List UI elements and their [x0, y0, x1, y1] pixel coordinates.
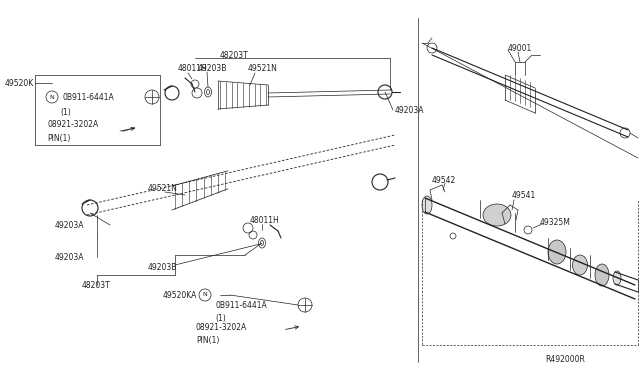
Text: N: N	[203, 292, 207, 298]
Text: 49203B: 49203B	[198, 64, 227, 73]
Text: 08921-3202A: 08921-3202A	[196, 324, 247, 333]
Text: R492000R: R492000R	[545, 356, 585, 365]
Text: 49325M: 49325M	[540, 218, 571, 227]
Text: 08921-3202A: 08921-3202A	[47, 119, 99, 128]
Text: 48203T: 48203T	[220, 51, 249, 60]
Text: (1): (1)	[60, 108, 71, 116]
Text: 49542: 49542	[432, 176, 456, 185]
Text: 48203T: 48203T	[82, 280, 111, 289]
Text: 0B911-6441A: 0B911-6441A	[62, 93, 114, 102]
Ellipse shape	[573, 255, 588, 275]
Ellipse shape	[483, 204, 511, 226]
Ellipse shape	[613, 271, 621, 285]
Ellipse shape	[595, 264, 609, 286]
Ellipse shape	[422, 196, 432, 214]
Text: PIN(1): PIN(1)	[196, 336, 220, 344]
Text: PIN(1): PIN(1)	[47, 134, 70, 142]
Text: (1): (1)	[215, 314, 226, 323]
Text: 0B911-6441A: 0B911-6441A	[215, 301, 267, 310]
Text: 49203A: 49203A	[55, 221, 84, 230]
Text: 48011H: 48011H	[178, 64, 208, 73]
Text: 49520KA: 49520KA	[163, 291, 197, 299]
Text: 49521N: 49521N	[248, 64, 278, 73]
Text: 49203B: 49203B	[148, 263, 177, 273]
Text: 49001: 49001	[508, 44, 532, 52]
Ellipse shape	[548, 240, 566, 264]
Text: N: N	[50, 94, 54, 99]
Text: 49541: 49541	[512, 190, 536, 199]
Text: 48011H: 48011H	[250, 215, 280, 224]
Text: 49521N: 49521N	[148, 183, 178, 192]
Text: 49203A: 49203A	[55, 253, 84, 262]
Text: 49520K: 49520K	[5, 78, 35, 87]
Text: 49203A: 49203A	[395, 106, 424, 115]
